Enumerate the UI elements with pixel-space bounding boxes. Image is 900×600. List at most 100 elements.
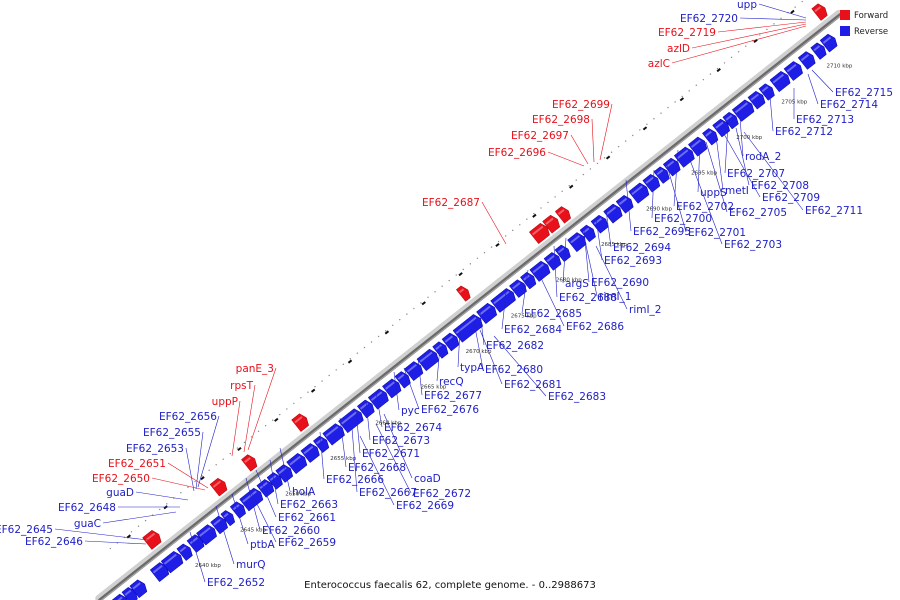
reverse-gene-label[interactable]: EF62_2656 [159,411,217,423]
reverse-gene-label[interactable]: EF62_2676 [421,404,479,416]
reverse-gene-label[interactable]: EF62_2682 [486,340,544,352]
leader-line [625,179,632,232]
reverse-gene-label[interactable]: EF62_2645 [0,524,53,536]
forward-gene-label[interactable]: EF62_2720 [680,13,738,25]
reverse-gene-label[interactable]: EF62_2672 [413,488,471,500]
reverse-gene [256,479,275,498]
leader-line [197,415,220,488]
reverse-gene-label[interactable]: EF62_2688 [559,292,617,304]
reverse-gene-label[interactable]: EF62_2693 [604,255,662,267]
reverse-gene-label[interactable]: EF62_2708 [751,180,809,192]
forward-gene-label[interactable]: EF62_2719 [658,27,716,39]
forward-gene-label[interactable]: azlD [667,43,690,55]
reverse-gene-label[interactable]: EF62_2673 [372,435,430,447]
forward-gene-label[interactable]: EF62_2699 [552,99,610,111]
reverse-gene-label[interactable]: EF62_2713 [796,114,854,126]
reverse-gene-label[interactable]: coaD [414,473,441,485]
reverse-gene [673,146,695,168]
guide-dot [363,346,366,349]
leader-line [689,159,723,245]
reverse-gene-label[interactable]: EF62_2701 [688,227,746,239]
reverse-gene-label[interactable]: EF62_2703 [724,239,782,251]
reverse-gene-label[interactable]: EF62_2648 [58,502,116,514]
forward-gene-label[interactable]: EF62_2696 [488,147,546,159]
reverse-gene-label[interactable]: EF62_2646 [25,536,83,548]
tick-label: 2645 kbp [240,527,266,533]
forward-gene-label[interactable]: EF62_2651 [108,458,166,470]
reverse-gene-label[interactable]: EF62_2715 [835,87,893,99]
guide-dot [250,436,253,438]
reverse-gene-label[interactable]: EF62_2680 [485,364,543,376]
reverse-gene-label[interactable]: EF62_2667 [359,487,417,499]
reverse-gene-label[interactable]: EF62_2666 [326,474,384,486]
reverse-gene-label[interactable]: EF62_2683 [548,391,606,403]
reverse-gene-label[interactable]: ptbA [250,539,275,551]
reverse-gene-label[interactable]: EF62_2709 [762,192,820,204]
gene-gloss [212,480,222,488]
reverse-gene-label[interactable]: EF62_2690 [591,277,649,289]
reverse-gene-label[interactable]: EF62_2655 [143,427,201,439]
guide-dot [603,157,606,159]
reverse-gene-label[interactable]: EF62_2685 [524,308,582,320]
reverse-gene-label[interactable]: rimI_2 [629,304,662,316]
reverse-gene-label[interactable]: argS [565,278,589,290]
reverse-gene-label[interactable]: metI [725,185,749,197]
reverse-gene-label[interactable]: pyc [401,405,420,417]
reverse-gene-label[interactable]: EF62_2684 [504,324,562,336]
reverse-gene-label[interactable]: EF62_2653 [126,443,184,455]
reverse-gene-label[interactable]: uppS [700,187,727,199]
reverse-gene [520,271,537,290]
reverse-gene-label[interactable]: EF62_2702 [676,201,734,213]
gene-gloss [459,288,465,294]
reverse-gene-label[interactable]: EF62_2695 [633,226,691,238]
reverse-gene-label[interactable]: rodA_2 [745,151,781,163]
reverse-gene-label[interactable]: EF62_2705 [729,207,787,219]
forward-gene [241,454,258,472]
forward-gene-label[interactable]: upp [737,0,757,11]
reverse-gene-label[interactable]: rimI_1 [599,291,632,303]
forward-gene-label[interactable]: uppP [212,396,238,408]
forward-gene-label[interactable]: rpsT [230,380,253,392]
reverse-gene [176,543,193,561]
reverse-gene-label[interactable]: EF62_2712 [775,126,833,138]
reverse-gene-label[interactable]: EF62_2661 [278,512,336,524]
forward-gene-label[interactable]: EF62_2650 [92,473,150,485]
reverse-gene-label[interactable]: guaC [74,518,101,530]
reverse-gene-label[interactable]: EF62_2671 [362,448,420,460]
leader-line [135,491,189,501]
reverse-gene-label[interactable]: EF62_2707 [727,168,785,180]
reverse-gene-label[interactable]: murQ [236,559,265,571]
leader-line [717,21,807,33]
reverse-gene [662,157,681,177]
reverse-gene-label[interactable]: EF62_2686 [566,321,624,333]
reverse-gene-label[interactable]: EF62_2652 [207,577,265,589]
reverse-gene-label[interactable]: EF62_2694 [613,242,671,254]
reverse-gene-label[interactable]: recQ [439,376,464,388]
forward-gene-label[interactable]: panE_3 [236,363,274,375]
reverse-gene-label[interactable]: EF62_2677 [424,390,482,402]
reverse-gene-label[interactable]: holA [292,486,316,498]
guide-dot [540,207,542,209]
reverse-gene-label[interactable]: EF62_2659 [278,537,336,549]
reverse-gene-label[interactable]: EF62_2700 [654,213,712,225]
reverse-gene-label[interactable]: EF62_2668 [348,462,406,474]
reverse-gene-label[interactable]: EF62_2714 [820,99,878,111]
gene-gloss [385,381,395,390]
reverse-gene-label[interactable]: EF62_2669 [396,500,454,512]
leader-line [355,409,361,454]
reverse-gene-label[interactable]: EF62_2660 [262,525,320,537]
forward-gene-label[interactable]: EF62_2687 [422,197,480,209]
forward-gene-label[interactable]: EF62_2698 [532,114,590,126]
gene-gloss [124,589,132,596]
reverse-gene-label[interactable]: EF62_2663 [280,499,338,511]
reverse-gene [590,214,609,234]
forward-gene-label[interactable]: EF62_2697 [511,130,569,142]
leader-line [651,169,655,219]
gene-gloss [557,247,565,254]
reverse-gene-label[interactable]: guaD [106,487,134,499]
reverse-gene-label[interactable]: EF62_2711 [805,205,863,217]
reverse-gene-label[interactable]: EF62_2674 [384,422,442,434]
reverse-gene-label[interactable]: typA [460,362,485,374]
reverse-gene-label[interactable]: EF62_2681 [504,379,562,391]
forward-gene-label[interactable]: azlC [648,58,670,70]
